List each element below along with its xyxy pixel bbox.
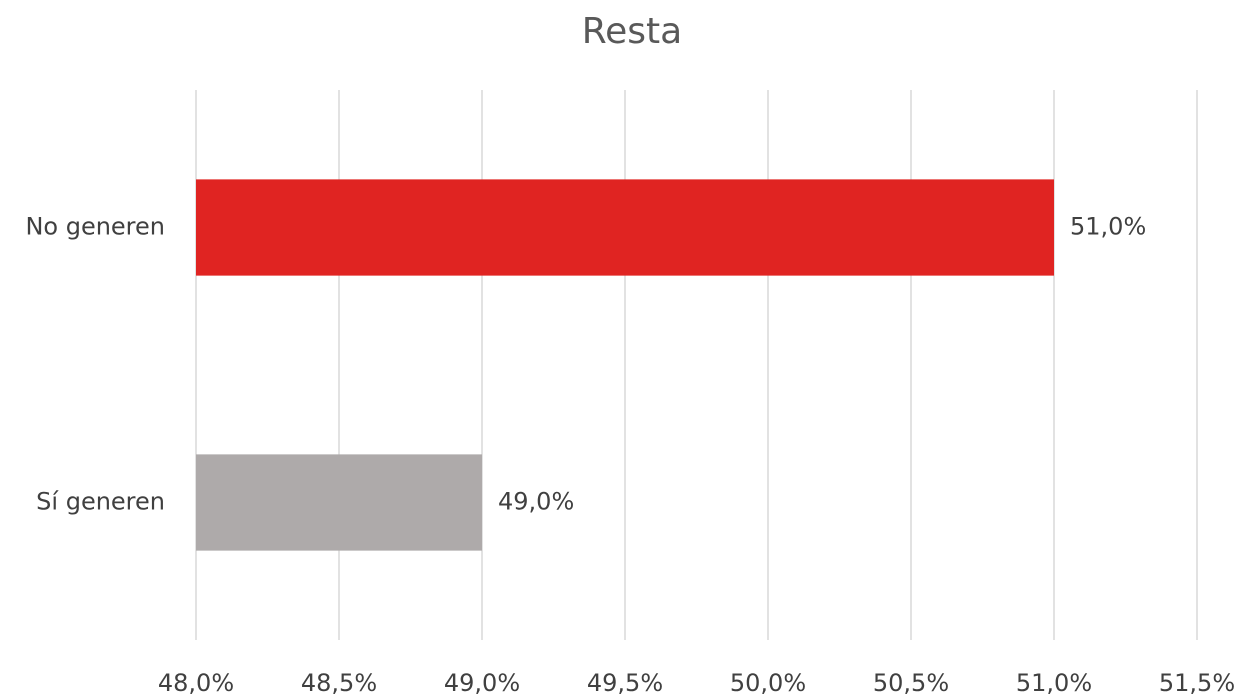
bar [196, 454, 482, 551]
x-tick-label: 48,5% [301, 669, 377, 694]
x-tick-label: 51,0% [1016, 669, 1092, 694]
x-tick-label: 50,5% [873, 669, 949, 694]
bar [196, 179, 1054, 276]
data-label: 49,0% [498, 488, 574, 516]
x-tick-label: 50,0% [730, 669, 806, 694]
y-tick-label: Sí generen [36, 488, 165, 516]
chart-title: Resta [582, 11, 682, 52]
x-tick-label: 51,5% [1159, 669, 1235, 694]
x-tick-label: 48,0% [158, 669, 234, 694]
y-tick-label: No generen [25, 213, 165, 241]
x-tick-label: 49,0% [444, 669, 520, 694]
data-label: 51,0% [1070, 213, 1146, 241]
x-tick-label: 49,5% [587, 669, 663, 694]
